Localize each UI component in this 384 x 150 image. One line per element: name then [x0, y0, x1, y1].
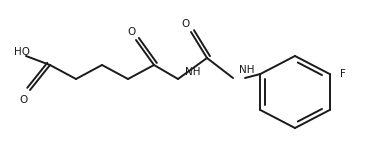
- Text: HO: HO: [14, 47, 30, 57]
- Text: O: O: [127, 27, 135, 37]
- Text: F: F: [339, 69, 346, 79]
- Text: NH: NH: [185, 67, 200, 77]
- Text: O: O: [182, 19, 190, 29]
- Text: NH: NH: [239, 65, 255, 75]
- Text: O: O: [20, 95, 28, 105]
